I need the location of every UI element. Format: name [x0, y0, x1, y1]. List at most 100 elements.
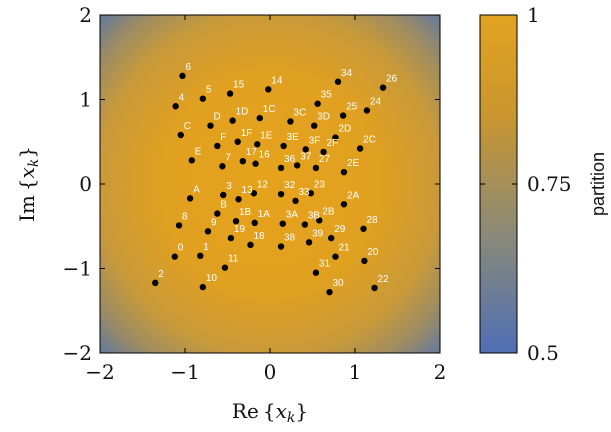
- point-label-E: E: [195, 146, 202, 157]
- point-label-10: 10: [206, 273, 218, 284]
- point-label-37: 37: [300, 151, 312, 162]
- point-7: [219, 163, 226, 170]
- point-29: [328, 234, 335, 242]
- point-label-33: 33: [299, 187, 311, 198]
- point-label-11: 11: [228, 254, 239, 265]
- point-label-B: B: [220, 200, 227, 211]
- point-3C: [287, 118, 294, 125]
- point-34: [334, 78, 342, 85]
- point-label-2C: 2C: [363, 135, 376, 146]
- y-tick-label: −2: [63, 341, 92, 365]
- point-label-24: 24: [370, 96, 382, 107]
- colorbar-tick-label: 1: [527, 3, 540, 27]
- point-3D: [311, 122, 318, 129]
- point-14: [265, 86, 272, 93]
- point-39: [305, 239, 313, 246]
- colorbar-tick-label: 0.5: [527, 341, 559, 365]
- point-label-13: 13: [242, 185, 254, 196]
- point-label-12: 12: [257, 179, 269, 190]
- point-36: [277, 164, 285, 172]
- point-label-F: F: [220, 132, 226, 143]
- y-tick-label: −1: [63, 257, 92, 281]
- point-11: [221, 264, 229, 271]
- point-10: [199, 283, 207, 291]
- point-37: [294, 162, 301, 169]
- point-20: [361, 257, 368, 265]
- point-15: [226, 90, 234, 97]
- point-label-C: C: [184, 121, 191, 132]
- heatmap-background: [100, 15, 440, 353]
- point-2F: [320, 148, 327, 156]
- point-2: [152, 279, 159, 287]
- point-4: [172, 103, 179, 110]
- point-label-0: 0: [178, 243, 184, 254]
- point-1C: [256, 114, 263, 122]
- point-label-2E: 2E: [347, 158, 360, 169]
- point-38: [277, 243, 285, 250]
- point-3B: [301, 221, 309, 228]
- point-1A: [251, 219, 258, 227]
- point-label-5: 5: [206, 85, 212, 96]
- point-24: [363, 107, 371, 114]
- point-13: [235, 196, 242, 203]
- y-tick-label: 1: [79, 88, 92, 112]
- point-label-21: 21: [338, 243, 350, 254]
- x-tick-label: −2: [85, 360, 114, 384]
- point-label-19: 19: [234, 224, 246, 235]
- y-axis-label: Im{xk}: [15, 146, 42, 222]
- point-26: [379, 84, 387, 91]
- point-label-3B: 3B: [308, 211, 321, 222]
- point-label-27: 27: [319, 154, 331, 165]
- point-label-7: 7: [225, 152, 231, 163]
- point-label-1: 1: [203, 242, 209, 253]
- point-C: [177, 131, 184, 139]
- point-label-1A: 1A: [258, 209, 271, 220]
- point-label-32: 32: [284, 180, 296, 191]
- point-B: [214, 210, 221, 217]
- point-label-3E: 3E: [287, 132, 300, 143]
- point-label-2D: 2D: [338, 124, 351, 135]
- point-3: [220, 191, 227, 199]
- point-12: [250, 190, 258, 197]
- point-28: [360, 225, 367, 232]
- points-layer: 0 123456789101112131415161718192021222324…: [152, 62, 398, 296]
- point-label-34: 34: [341, 68, 353, 79]
- point-label-22: 22: [378, 274, 390, 285]
- point-31: [312, 269, 320, 276]
- point-16: [252, 160, 259, 167]
- point-2D: [332, 134, 339, 141]
- point-label-18: 18: [253, 231, 265, 242]
- y-tick-label: 2: [79, 3, 92, 27]
- point-label-26: 26: [386, 74, 398, 85]
- x-axis-label: Re {xk}: [232, 399, 308, 426]
- point-label-D: D: [214, 112, 221, 123]
- point-35: [314, 100, 321, 107]
- point-F: [214, 142, 221, 150]
- point-18: [247, 241, 254, 249]
- point-label-3A: 3A: [286, 210, 299, 221]
- point-label-8: 8: [182, 211, 188, 222]
- point-label-3F: 3F: [309, 135, 321, 146]
- colorbar: [479, 14, 518, 354]
- point-27: [312, 164, 320, 172]
- point-label-1D: 1D: [236, 107, 249, 118]
- point-2E: [340, 168, 348, 176]
- x-tick-label: 1: [349, 360, 362, 384]
- point-label-17: 17: [246, 147, 258, 158]
- point-label-28: 28: [367, 215, 379, 226]
- point-label-15: 15: [233, 80, 245, 91]
- point-A: [186, 195, 194, 202]
- point-label-4: 4: [179, 92, 185, 103]
- point-label-6: 6: [185, 62, 191, 73]
- point-label-23: 23: [314, 179, 326, 190]
- point-23: [307, 190, 314, 197]
- point-33: [292, 197, 299, 205]
- point-1E: [254, 141, 261, 148]
- point-8: [175, 222, 183, 229]
- point-label-1E: 1E: [260, 130, 273, 141]
- point-17: [239, 157, 246, 165]
- point-label-A: A: [193, 184, 200, 195]
- point-19: [227, 234, 235, 242]
